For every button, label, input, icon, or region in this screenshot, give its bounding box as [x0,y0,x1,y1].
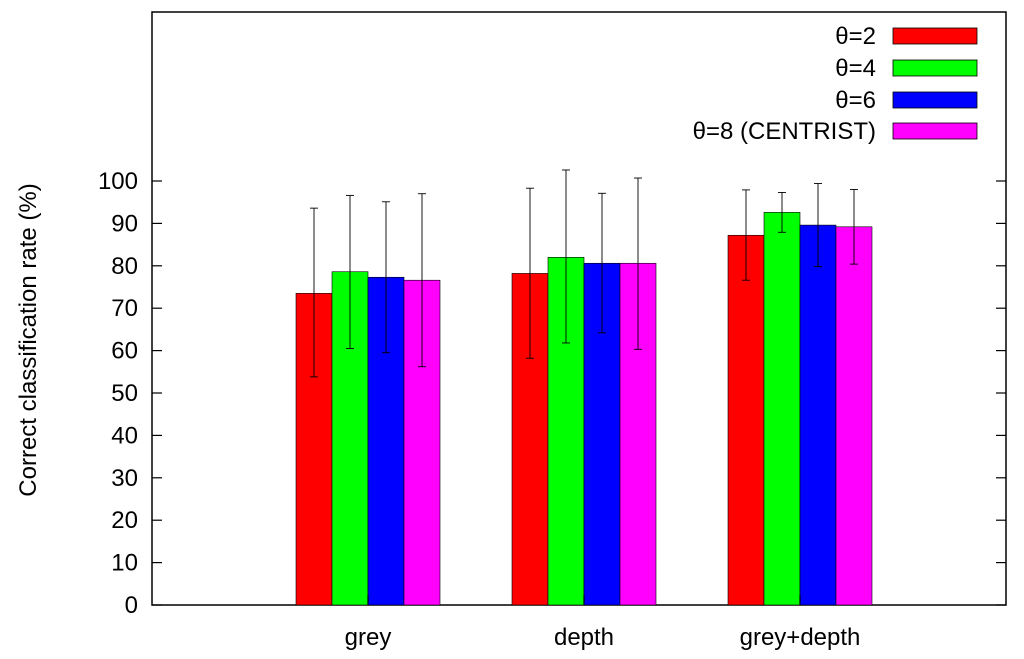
y-axis: 0 10 20 30 40 50 60 70 80 90 100 [98,168,1006,619]
legend-label-series-4: θ=8 (CENTRIST) [693,118,876,145]
bar-grey+depth-series-4 [835,226,873,606]
x-tick-label-grey: grey [345,624,392,651]
legend-label-series-2: θ=4 [835,55,876,82]
bar-grey+depth-series-2 [763,212,801,606]
legend-swatch-series-2 [892,59,978,77]
bars [295,212,873,606]
y-tick-label: 20 [111,507,138,534]
y-tick-label: 30 [111,465,138,492]
error-bars [310,169,858,378]
bar-grey+depth-series-3 [799,224,837,606]
y-tick-label: 0 [125,592,138,619]
y-tick-label: 10 [111,550,138,577]
legend-swatch-series-3 [892,91,978,109]
y-tick-label: 50 [111,380,138,407]
y-tick-label: 90 [111,210,138,237]
y-tick-label: 80 [111,253,138,280]
y-tick-label: 70 [111,295,138,322]
legend-label-series-3: θ=6 [835,87,876,114]
legend-swatch-series-4 [892,122,978,140]
y-axis-label: Correct classification rate (%) [15,183,42,496]
x-tick-label-grey-depth: grey+depth [740,624,861,651]
x-axis: grey depth grey+depth [345,595,861,651]
legend-label-series-1: θ=2 [835,23,876,50]
y-tick-label: 60 [111,338,138,365]
legend: θ=2 θ=4 θ=6 θ=8 (CENTRIST) [693,23,978,145]
x-tick-label-depth: depth [554,624,614,651]
legend-swatch-series-1 [892,27,978,45]
y-tick-label: 40 [111,422,138,449]
y-tick-label: 100 [98,168,138,195]
bar-grey+depth-series-1 [727,234,765,606]
